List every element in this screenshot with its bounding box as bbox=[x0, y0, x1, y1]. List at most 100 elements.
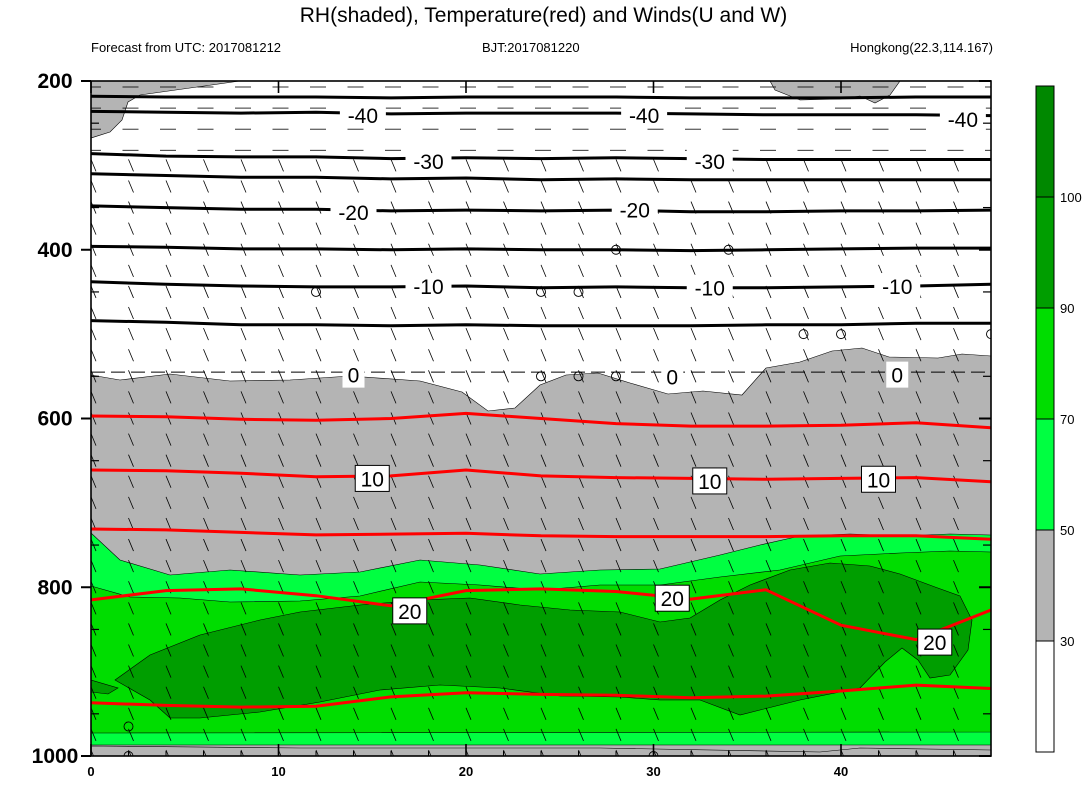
wind-barb bbox=[615, 644, 622, 657]
wind-barb bbox=[503, 517, 509, 531]
wind-barb bbox=[278, 201, 284, 214]
wind-barb bbox=[503, 749, 507, 756]
wind-barb bbox=[953, 665, 959, 678]
wind-barb bbox=[315, 201, 322, 214]
wind-barb bbox=[728, 707, 734, 720]
wind-barb bbox=[728, 749, 732, 756]
rh-band-90-100-edge bbox=[91, 679, 119, 695]
wind-barb bbox=[128, 581, 134, 594]
wind-barb bbox=[540, 433, 547, 446]
wind-barb bbox=[240, 180, 247, 193]
wind-barb bbox=[840, 728, 847, 742]
wind-barb bbox=[240, 707, 247, 720]
wind-barb bbox=[953, 728, 959, 742]
temperature-label-box bbox=[342, 361, 365, 388]
wind-barb bbox=[728, 728, 734, 742]
x-tick-label: 0 bbox=[87, 764, 94, 779]
wind-barb bbox=[915, 538, 922, 552]
wind-barb bbox=[953, 644, 959, 657]
wind-barb bbox=[503, 665, 509, 678]
wind-barb bbox=[878, 496, 884, 510]
wind-barb bbox=[278, 707, 284, 720]
wind-barb bbox=[465, 496, 472, 510]
wind-barb bbox=[765, 370, 772, 383]
wind-barb bbox=[390, 496, 397, 510]
wind-barb bbox=[428, 433, 434, 446]
wind-barb bbox=[915, 686, 922, 699]
wind-barb bbox=[353, 454, 359, 467]
wind-barb bbox=[728, 433, 734, 446]
wind-barb bbox=[390, 707, 397, 720]
colorbar-label: 90 bbox=[1060, 301, 1074, 316]
wind-barb bbox=[203, 560, 209, 573]
wind-barb bbox=[465, 728, 472, 742]
wind-barb bbox=[615, 306, 622, 320]
wind-barb bbox=[540, 349, 547, 362]
wind-barb bbox=[840, 707, 847, 720]
wind-barb bbox=[803, 454, 809, 467]
temperature-label: -40 bbox=[948, 109, 978, 132]
wind-barb bbox=[878, 560, 884, 573]
wind-barb bbox=[878, 728, 884, 742]
wind-barb bbox=[878, 222, 884, 235]
wind-barb bbox=[390, 560, 397, 573]
wind-barb bbox=[915, 728, 922, 742]
wind-barb bbox=[315, 433, 322, 446]
wind-barb bbox=[390, 306, 397, 320]
calm-wind-circle bbox=[123, 721, 134, 732]
wind-barb bbox=[278, 391, 284, 404]
wind-barb bbox=[840, 222, 847, 235]
wind-barb bbox=[315, 602, 322, 615]
wind-barb bbox=[503, 222, 509, 235]
wind-barb bbox=[128, 412, 134, 425]
wind-barb bbox=[840, 391, 847, 404]
wind-barb bbox=[240, 686, 247, 699]
wind-barb bbox=[615, 391, 622, 404]
wind-barb bbox=[315, 538, 322, 552]
wind-barb bbox=[915, 306, 922, 320]
x-tick-label: 40 bbox=[834, 764, 848, 779]
wind-barb bbox=[540, 749, 544, 756]
wind-barb bbox=[540, 180, 547, 193]
wind-barb bbox=[428, 749, 432, 756]
temperature-label: 20 bbox=[661, 588, 684, 611]
wind-barb bbox=[165, 749, 169, 756]
wind-barb bbox=[765, 602, 772, 615]
wind-barb bbox=[653, 264, 659, 277]
wind-barb bbox=[315, 264, 322, 277]
wind-barb bbox=[240, 327, 247, 341]
wind-barb bbox=[465, 222, 472, 235]
wind-barb bbox=[353, 517, 359, 531]
temperature-label-box bbox=[405, 148, 452, 175]
wind-barb bbox=[803, 538, 809, 552]
temperature-label-box bbox=[939, 105, 986, 132]
calm-wind-circle bbox=[836, 329, 846, 340]
wind-barb bbox=[203, 180, 209, 193]
wind-barb bbox=[840, 306, 847, 320]
wind-barb bbox=[91, 412, 97, 425]
temperature-label: 10 bbox=[867, 469, 890, 492]
wind-barb bbox=[878, 644, 884, 657]
wind-barb bbox=[915, 560, 922, 573]
wind-barb bbox=[840, 560, 847, 573]
wind-barb bbox=[91, 159, 97, 172]
wind-barb bbox=[653, 349, 659, 362]
wind-barb bbox=[878, 327, 884, 341]
wind-barb bbox=[165, 517, 172, 531]
wind-barb bbox=[165, 560, 172, 573]
wind-barb bbox=[578, 538, 584, 552]
wind-barb bbox=[465, 180, 472, 193]
wind-barb bbox=[128, 370, 134, 383]
wind-barb bbox=[165, 327, 172, 341]
wind-barb bbox=[765, 749, 769, 756]
wind-barb bbox=[803, 159, 809, 172]
wind-barb bbox=[278, 623, 284, 636]
wind-barb bbox=[878, 749, 882, 756]
wind-barb bbox=[353, 349, 359, 362]
wind-barb bbox=[540, 644, 547, 657]
wind-barb bbox=[915, 602, 922, 615]
wind-barb bbox=[615, 496, 622, 510]
wind-barb bbox=[128, 264, 134, 277]
wind-barb bbox=[278, 222, 284, 235]
wind-barb bbox=[278, 686, 284, 699]
